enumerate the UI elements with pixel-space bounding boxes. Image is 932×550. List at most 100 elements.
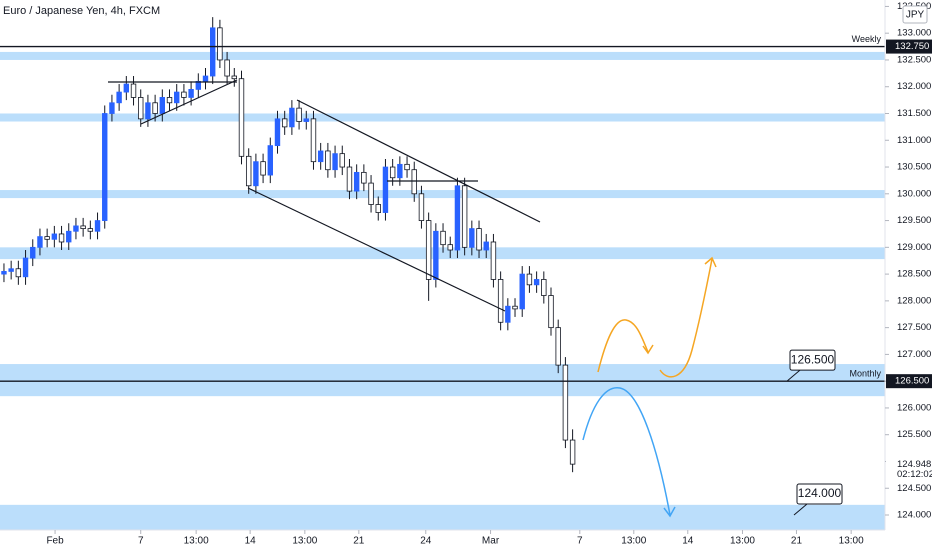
- candle-body: [260, 161, 266, 176]
- y-tick-label: 126.000: [897, 402, 931, 413]
- currency-box[interactable]: [902, 5, 928, 24]
- x-tick-label: 21: [353, 536, 365, 547]
- candle-body: [224, 59, 230, 77]
- candle-body: [296, 107, 302, 122]
- candle-body: [526, 273, 533, 286]
- currency: JPY: [906, 10, 925, 21]
- candle-body: [346, 166, 353, 192]
- candle-body: [404, 163, 410, 171]
- candle-body: [238, 78, 245, 157]
- candle-body: [548, 295, 554, 329]
- zone: [0, 364, 885, 397]
- callout-box: [796, 483, 843, 505]
- x-tick-label: Mar: [482, 536, 500, 547]
- candle-body: [382, 166, 389, 213]
- candle-body: [195, 80, 202, 90]
- candle-body: [66, 230, 72, 243]
- y-tick-label: 125.500: [897, 429, 931, 440]
- blue-arrow: [582, 387, 676, 518]
- candle-body: [411, 169, 417, 195]
- chart-title: Euro / Japanese Yen, 4h, FXCM: [3, 5, 160, 17]
- candle-body: [217, 27, 223, 61]
- candle-body: [361, 171, 367, 184]
- candle-body: [469, 228, 475, 248]
- callout-label: 126.500: [791, 352, 835, 366]
- candle-body: [51, 233, 58, 240]
- candle-body: [433, 230, 439, 280]
- y-tick-label: 124.000: [897, 510, 931, 521]
- y-tick-label: 127.000: [897, 349, 931, 360]
- candle-body: [102, 113, 108, 221]
- candle-body: [109, 102, 115, 114]
- candle-body: [231, 75, 237, 80]
- level-pill: [886, 374, 932, 389]
- y-tick-label: 130.000: [897, 188, 931, 199]
- channel-top: [296, 99, 541, 223]
- candle-body: [22, 257, 29, 278]
- candle-body: [555, 327, 561, 366]
- y-tick-label: 129.500: [897, 215, 931, 226]
- y-tick-label: 129.000: [897, 242, 931, 253]
- candle-body: [1, 271, 7, 275]
- candle-body: [123, 83, 130, 93]
- candle-body: [188, 89, 194, 98]
- candle-body: [440, 230, 446, 246]
- candle-body: [58, 233, 65, 243]
- x-tick-label: 14: [682, 536, 694, 547]
- arrow-head: [704, 256, 717, 268]
- candle-body: [152, 102, 158, 114]
- level-price: 126.500: [895, 376, 929, 387]
- y-tick-label: 128.500: [897, 269, 931, 280]
- candle-body: [512, 305, 518, 310]
- orange-arrows: [597, 256, 717, 378]
- y-tick-label: 130.500: [897, 162, 931, 173]
- candle-body: [44, 236, 50, 240]
- candle-body: [317, 150, 324, 163]
- candle-body: [569, 439, 576, 465]
- candle-body: [562, 364, 569, 441]
- candle-body: [476, 228, 482, 251]
- candle-body: [353, 171, 360, 192]
- candle-body: [210, 27, 216, 77]
- price-axis: [885, 0, 932, 530]
- callout-box: [789, 349, 836, 371]
- candle-body: [533, 279, 540, 286]
- x-tick-label: 24: [420, 536, 432, 547]
- x-tick-label: Feb: [46, 536, 64, 547]
- last-price-box: [886, 457, 932, 480]
- candle-body: [325, 150, 331, 171]
- y-tick-label: 124.500: [897, 483, 931, 494]
- candle-body: [30, 246, 36, 259]
- candle-body: [368, 182, 374, 205]
- candle-body: [339, 153, 345, 168]
- candle-body: [281, 118, 288, 128]
- candle-body: [397, 163, 403, 179]
- candle-body: [454, 185, 461, 251]
- candle-body: [80, 225, 86, 229]
- candle-body: [310, 118, 317, 163]
- candle-body: [138, 97, 144, 120]
- candle-body: [37, 236, 43, 248]
- candle-body: [15, 268, 22, 278]
- level-pill: [886, 39, 932, 54]
- y-tick-label: 133.000: [897, 28, 931, 39]
- triangle-bottom: [140, 79, 238, 125]
- blue-curve: [582, 387, 671, 516]
- y-tick-label: 132.000: [897, 81, 931, 92]
- zone: [0, 504, 885, 530]
- x-tick-label: 21: [791, 536, 803, 547]
- candle-body: [483, 241, 489, 251]
- candle-body: [174, 91, 180, 104]
- y-tick-label: 127.500: [897, 322, 931, 333]
- countdown: 02:12:02: [897, 469, 932, 480]
- zone: [0, 190, 885, 199]
- candle-body: [73, 225, 79, 232]
- candle-body: [145, 102, 151, 120]
- x-tick-label: 7: [138, 536, 144, 547]
- candle-body: [274, 118, 281, 147]
- candle-body: [303, 118, 309, 122]
- last-price: 124.948: [897, 459, 931, 470]
- x-tick-label: 7: [577, 536, 583, 547]
- candle-body: [490, 241, 497, 280]
